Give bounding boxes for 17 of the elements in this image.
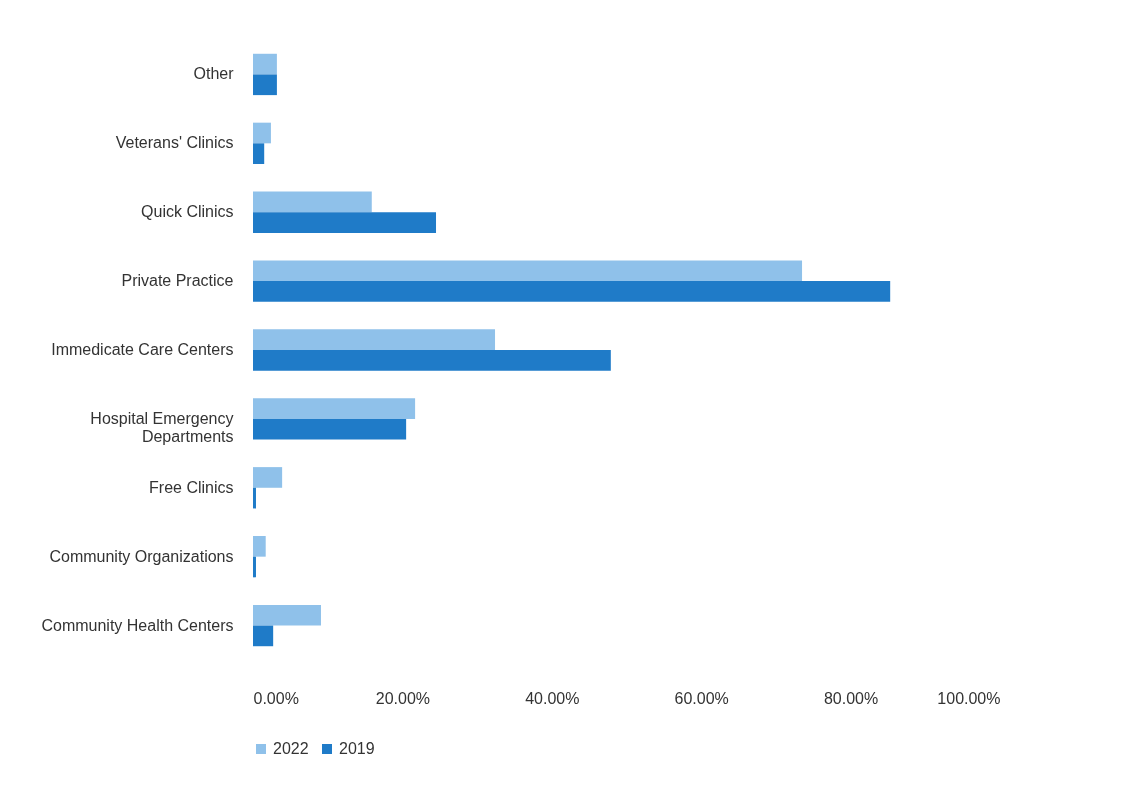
y-tick-label: Community Health Centers xyxy=(41,616,234,634)
y-tick-label: Other xyxy=(193,65,235,83)
x-tick-label: 20.00% xyxy=(375,689,431,707)
x-tick-label: 40.00% xyxy=(525,689,580,707)
y-tick-label: Quick Clinics xyxy=(141,203,234,221)
y-tick-label: Free Clinics xyxy=(149,478,234,496)
x-tick-label: 60.00% xyxy=(674,689,729,707)
y-tick-label: Veterans' Clinics xyxy=(115,134,234,152)
y-tick-label: Private Practice xyxy=(121,272,234,290)
legend-label: 2019 xyxy=(339,740,375,757)
y-tick-label: Community Organizations xyxy=(49,547,234,565)
x-tick-label: 80.00% xyxy=(823,689,879,707)
legend-label: 2022 xyxy=(273,740,309,757)
y-tick-label: Hospital Emergency Departments xyxy=(90,409,234,445)
x-tick-label: 0.00% xyxy=(253,689,299,707)
x-tick-label: 100.00% xyxy=(937,689,1001,707)
y-tick-label: Immedicate Care Centers xyxy=(51,341,234,358)
